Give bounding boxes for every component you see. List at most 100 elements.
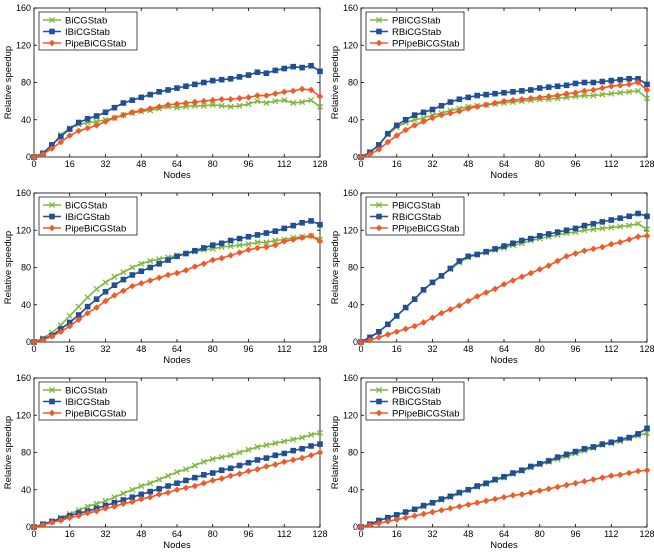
- data-point: [272, 452, 279, 459]
- x-tick-label: 96: [243, 159, 253, 169]
- data-point: [617, 215, 623, 221]
- series-PBiCGStab: [357, 429, 651, 531]
- x-tick-label: 48: [463, 159, 473, 169]
- data-point: [643, 429, 651, 437]
- data-point: [308, 431, 315, 438]
- data-point: [581, 445, 588, 452]
- data-point: [581, 222, 588, 229]
- data-point: [316, 449, 324, 456]
- data-point: [201, 79, 207, 86]
- data-point: [316, 93, 324, 100]
- data-point: [518, 273, 526, 281]
- data-point: [280, 88, 288, 96]
- data-point: [500, 97, 508, 105]
- x-tick-label: 48: [136, 529, 146, 539]
- data-point: [156, 476, 163, 483]
- y-tick-label: 0: [26, 152, 31, 162]
- data-point: [183, 83, 189, 90]
- series-BiCGStab: [30, 232, 324, 346]
- chart-panel-1: 0 16 32 48 64 80 96 112 128 0 40 80 120 160 Nodes Relat…: [3, 3, 328, 181]
- data-point: [464, 501, 472, 508]
- data-point: [307, 451, 315, 459]
- data-point: [635, 87, 642, 94]
- data-point: [375, 334, 383, 341]
- data-point: [173, 269, 181, 277]
- data-point: [563, 227, 570, 234]
- data-point: [218, 240, 225, 247]
- data-point: [402, 126, 409, 134]
- data-point: [393, 132, 401, 139]
- data-point: [290, 222, 296, 229]
- data-point: [626, 75, 632, 82]
- data-point: [183, 250, 189, 257]
- data-point: [635, 210, 641, 217]
- data-point: [209, 77, 216, 84]
- data-point: [590, 226, 597, 233]
- x-tick-label: 16: [65, 529, 75, 539]
- data-point: [644, 425, 650, 432]
- data-point: [75, 303, 82, 310]
- data-point: [245, 246, 252, 254]
- data-point: [308, 97, 315, 104]
- data-point: [385, 514, 391, 521]
- data-point: [129, 97, 136, 103]
- data-point: [317, 68, 323, 75]
- y-axis-label: Relative speedup: [3, 416, 14, 489]
- data-point: [102, 505, 109, 512]
- x-axis-label: Nodes: [490, 540, 518, 551]
- data-point: [272, 440, 279, 447]
- data-point: [482, 497, 490, 505]
- data-point: [218, 76, 225, 83]
- data-point: [102, 109, 109, 116]
- data-point: [635, 431, 641, 437]
- data-point: [411, 322, 418, 330]
- data-point: [254, 457, 261, 463]
- x-tick-label: 80: [535, 159, 545, 169]
- x-tick-label: 112: [277, 159, 291, 169]
- data-point: [456, 489, 463, 496]
- data-point: [491, 285, 499, 293]
- data-point: [66, 322, 74, 330]
- data-point: [316, 103, 324, 110]
- data-point: [393, 516, 401, 523]
- data-point: [218, 454, 225, 461]
- data-point: [581, 247, 588, 255]
- data-point: [500, 493, 508, 501]
- data-point: [102, 118, 109, 125]
- data-point: [164, 271, 172, 279]
- data-point: [608, 90, 615, 97]
- data-point: [156, 486, 162, 492]
- data-point: [599, 78, 606, 85]
- data-point: [456, 503, 463, 510]
- data-point: [375, 519, 383, 527]
- data-point: [438, 496, 445, 502]
- x-axis-label: Nodes: [163, 355, 191, 366]
- data-point: [492, 476, 498, 483]
- y-tick-label: 120: [16, 40, 31, 50]
- data-point: [289, 456, 297, 464]
- data-point: [635, 75, 641, 82]
- data-point: [545, 231, 552, 237]
- x-axis-label: Nodes: [163, 540, 191, 551]
- x-tick-label: 32: [427, 159, 437, 169]
- data-point: [420, 109, 427, 116]
- data-point: [147, 257, 154, 265]
- data-point: [554, 229, 561, 235]
- data-point: [308, 218, 314, 224]
- data-point: [236, 95, 243, 102]
- x-axis-label: Nodes: [490, 355, 518, 366]
- data-point: [57, 517, 65, 524]
- data-point: [227, 452, 234, 459]
- data-point: [581, 92, 588, 99]
- data-point: [57, 138, 65, 146]
- x-tick-label: 48: [463, 529, 473, 539]
- data-point: [93, 118, 100, 125]
- data-point: [84, 124, 91, 132]
- data-point: [290, 447, 296, 454]
- chart-panel-5: 0 16 32 48 64 80 96 112 128 0 40 80 120 160 Nodes Relat…: [3, 373, 328, 551]
- data-point: [272, 461, 279, 468]
- y-tick-label: 0: [26, 522, 31, 532]
- data-point: [590, 245, 597, 253]
- data-point: [48, 333, 56, 340]
- data-point: [290, 63, 296, 70]
